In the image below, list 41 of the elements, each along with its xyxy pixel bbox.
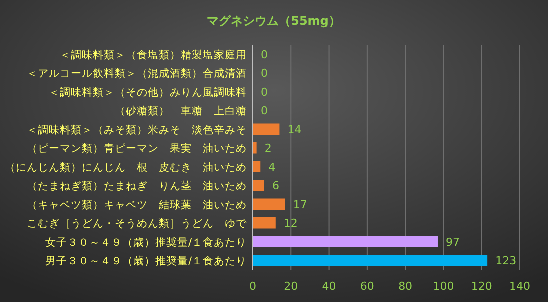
x-tick-label: 140 (510, 280, 530, 293)
x-tick-label: 80 (398, 280, 413, 293)
x-tick-label: 0 (250, 280, 256, 293)
y-tick-label: （ピーマン類）青ピーマン 果実 油いため (27, 142, 247, 156)
y-tick-label: （たまねぎ類）たまねぎ りん茎 油いため (27, 180, 247, 193)
bar (253, 142, 257, 154)
x-tick-label: 120 (471, 280, 492, 293)
data-label: 0 (261, 48, 268, 62)
data-label: 97 (446, 236, 460, 249)
bar (253, 198, 286, 210)
x-tick-label: 20 (284, 280, 298, 293)
data-label: 0 (261, 86, 268, 99)
bar (253, 255, 488, 266)
y-tick-label: ＜調味料類＞（その他）みりん風調味料 (49, 86, 247, 99)
y-tick-label: ＜調味料類＞（みそ類）米みそ 淡色辛みそ (27, 123, 247, 136)
data-label: 6 (272, 180, 280, 193)
y-tick-label: （にんじん類）にんじん 根 皮むき 油いため (5, 160, 247, 174)
x-tick-label: 40 (322, 280, 336, 293)
y-tick-label: ＜調味料類＞（食塩類）精製塩家庭用 (60, 48, 247, 62)
data-label: 2 (264, 142, 272, 156)
y-tick-label: 女子３０～４９（歳）推奨量/１食あたり (45, 236, 247, 249)
data-label: 12 (284, 217, 298, 230)
data-label: 123 (496, 254, 517, 268)
bar (253, 124, 280, 135)
y-tick-label: こむぎ［うどん・そうめん類］うどん ゆで (27, 218, 248, 230)
bar (253, 180, 264, 192)
data-label: 0 (261, 67, 268, 80)
chart-title: マグネシウム（55mg） (207, 14, 341, 28)
y-tick-label: （キャベツ類）キャベツ 結球葉 油いため (27, 198, 247, 212)
data-label: 14 (288, 123, 302, 136)
bar (253, 218, 276, 229)
bar (253, 161, 261, 172)
data-label: 4 (268, 160, 276, 174)
y-tick-label: （砂糖類） 車糖 上白糖 (115, 104, 247, 118)
bar (253, 236, 438, 248)
data-label: 17 (293, 198, 308, 212)
x-tick-label: 100 (433, 280, 454, 293)
data-label: 0 (261, 104, 268, 118)
x-tick-label: 60 (360, 280, 374, 293)
y-tick-label: 男子３０～４９（歳）推奨量/１食あたり (45, 254, 247, 268)
y-tick-label: ＜アルコール飲料類＞（混成酒類）合成清酒 (27, 67, 247, 80)
